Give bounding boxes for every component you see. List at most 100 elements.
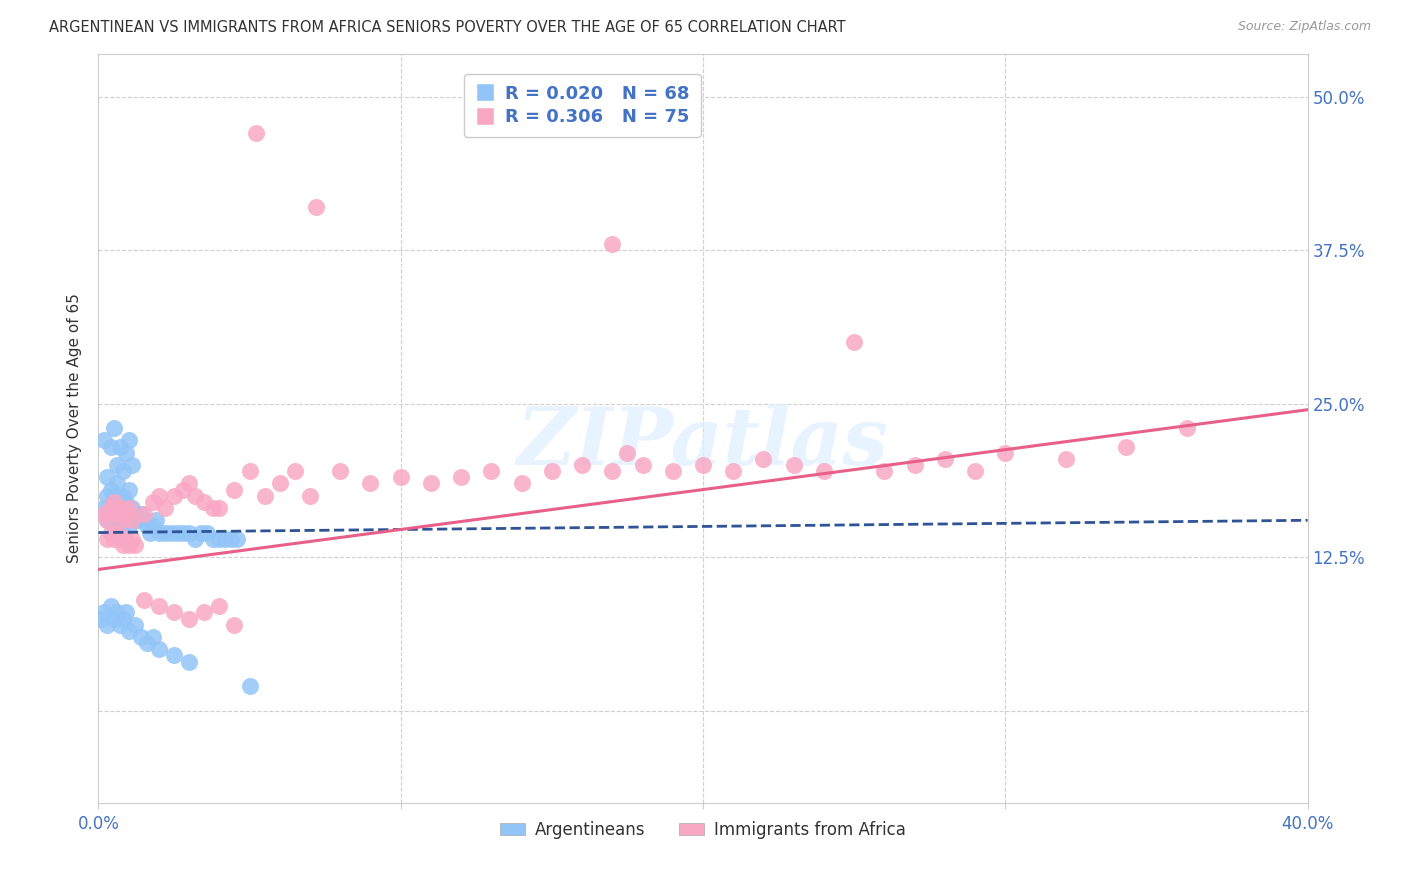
Point [184, 489, 207, 503]
Point [127, 513, 149, 527]
Point [93, 501, 115, 516]
Point [139, 525, 162, 540]
Point [602, 464, 624, 478]
Point [93, 606, 115, 620]
Legend: Argentineans, Immigrants from Africa: Argentineans, Immigrants from Africa [494, 814, 912, 846]
Point [100, 507, 122, 521]
Point [103, 611, 125, 625]
Point [118, 434, 141, 448]
Point [571, 458, 593, 472]
Point [148, 642, 170, 657]
Point [124, 617, 146, 632]
Point [239, 679, 262, 693]
Point [692, 458, 714, 472]
Point [103, 525, 125, 540]
Point [148, 525, 170, 540]
Point [121, 513, 143, 527]
Point [202, 501, 225, 516]
Y-axis label: Seniors Poverty Over the Age of 65: Seniors Poverty Over the Age of 65 [67, 293, 83, 563]
Text: ARGENTINEAN VS IMMIGRANTS FROM AFRICA SENIORS POVERTY OVER THE AGE OF 65 CORRELA: ARGENTINEAN VS IMMIGRANTS FROM AFRICA SE… [49, 20, 846, 35]
Text: 40.0%: 40.0% [1281, 815, 1334, 833]
Point [108, 532, 131, 546]
Point [114, 507, 136, 521]
Point [108, 507, 131, 521]
Point [118, 624, 141, 638]
Point [90, 611, 112, 625]
Point [100, 483, 122, 497]
Point [253, 489, 276, 503]
Point [121, 458, 143, 472]
Point [105, 606, 128, 620]
Point [179, 611, 201, 625]
Point [179, 525, 201, 540]
Point [105, 476, 128, 491]
Point [132, 513, 155, 527]
Point [208, 599, 231, 614]
Point [96, 489, 118, 503]
Point [132, 507, 155, 521]
Point [111, 513, 134, 527]
Point [118, 483, 141, 497]
Point [172, 483, 194, 497]
Point [96, 513, 118, 527]
Point [904, 458, 927, 472]
Point [111, 519, 134, 533]
Point [1175, 421, 1198, 435]
Point [481, 464, 503, 478]
Point [540, 464, 562, 478]
Point [163, 648, 186, 663]
Point [135, 636, 157, 650]
Point [142, 630, 165, 644]
Point [111, 611, 134, 625]
Point [111, 538, 134, 552]
Point [96, 470, 118, 484]
Point [179, 655, 201, 669]
Point [1054, 451, 1077, 466]
Point [208, 532, 231, 546]
Point [142, 519, 165, 533]
Point [118, 538, 141, 552]
Text: 0.0%: 0.0% [77, 815, 120, 833]
Point [105, 525, 128, 540]
Point [118, 501, 141, 516]
Point [103, 495, 125, 509]
Point [153, 501, 176, 516]
Point [783, 458, 806, 472]
Point [105, 507, 128, 521]
Point [284, 464, 307, 478]
Point [108, 617, 131, 632]
Point [93, 507, 115, 521]
Point [148, 599, 170, 614]
Point [96, 513, 118, 527]
Point [114, 446, 136, 460]
Point [221, 532, 243, 546]
Point [723, 464, 745, 478]
Point [752, 451, 775, 466]
Point [193, 495, 215, 509]
Point [450, 470, 472, 484]
Point [100, 599, 122, 614]
Point [329, 464, 352, 478]
Point [616, 446, 638, 460]
Point [190, 525, 212, 540]
Point [153, 525, 176, 540]
Point [163, 489, 186, 503]
Point [105, 458, 128, 472]
Point [299, 489, 322, 503]
Point [163, 606, 186, 620]
Point [100, 525, 122, 540]
Point [224, 617, 246, 632]
Point [108, 501, 131, 516]
Point [111, 489, 134, 503]
Point [114, 532, 136, 546]
Point [934, 451, 956, 466]
Point [118, 519, 141, 533]
Point [208, 501, 231, 516]
Point [96, 532, 118, 546]
Point [226, 532, 249, 546]
Point [184, 532, 207, 546]
Point [103, 421, 125, 435]
Point [813, 464, 835, 478]
Point [100, 440, 122, 454]
Point [631, 458, 654, 472]
